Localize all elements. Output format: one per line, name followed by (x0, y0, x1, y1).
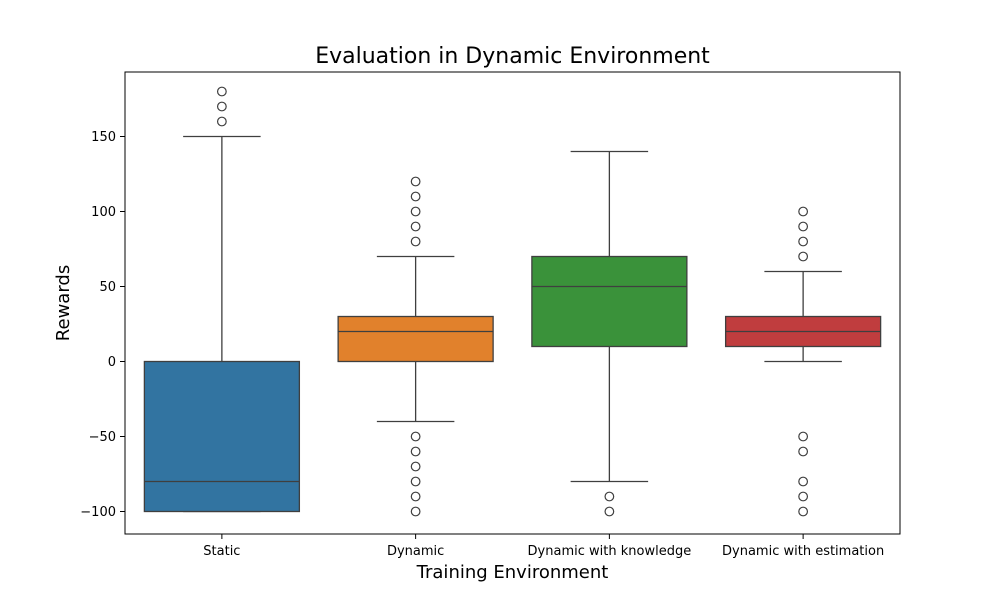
outlier-point (798, 251, 809, 262)
y-tick-label: −100 (80, 505, 116, 520)
box-group-2 (531, 150, 688, 517)
iqr-box (143, 360, 301, 513)
outlier-point (798, 506, 809, 517)
outlier-point (798, 221, 809, 232)
outlier-point (798, 431, 809, 442)
chart-title: Evaluation in Dynamic Environment (315, 44, 710, 69)
outlier-point (410, 491, 421, 502)
x-tick-label: Static (203, 544, 240, 559)
y-tick-label: 0 (108, 355, 116, 370)
x-tick-label: Dynamic with knowledge (528, 544, 692, 559)
plot-area (143, 86, 882, 517)
outlier-point (798, 491, 809, 502)
y-axis-label: Rewards (53, 265, 74, 341)
outlier-point (410, 461, 421, 472)
y-axis: −100 −50 0 50 100 150 (80, 130, 125, 520)
outlier-point (410, 236, 421, 247)
box-group-3 (724, 206, 882, 517)
outlier-point (798, 446, 809, 457)
outlier-point (410, 191, 421, 202)
outlier-point (410, 221, 421, 232)
y-tick-label: 100 (91, 205, 116, 220)
outlier-point (410, 206, 421, 217)
x-tick-label: Dynamic with estimation (722, 544, 884, 559)
x-axis-label: Training Environment (416, 562, 609, 583)
outlier-point (604, 506, 615, 517)
outlier-point (798, 476, 809, 487)
outlier-point (216, 116, 227, 127)
outlier-point (216, 86, 227, 97)
outlier-point (410, 431, 421, 442)
outlier-point (410, 446, 421, 457)
iqr-box (531, 255, 688, 348)
box-group-0 (143, 86, 301, 513)
x-tick-label: Dynamic (387, 544, 444, 559)
outlier-point (216, 101, 227, 112)
plot-frame (124, 71, 901, 535)
iqr-box (337, 315, 494, 363)
x-axis: Static Dynamic Dynamic with knowledge Dynam… (203, 534, 884, 559)
outlier-point (604, 491, 615, 502)
box-group-1 (337, 176, 494, 517)
y-tick-label: 50 (99, 280, 116, 295)
outlier-point (798, 236, 809, 247)
outlier-point (410, 506, 421, 517)
y-tick-label: 150 (91, 130, 116, 145)
y-tick-label: −50 (89, 430, 116, 445)
outlier-point (410, 176, 421, 187)
outlier-point (798, 206, 809, 217)
outlier-point (410, 476, 421, 487)
